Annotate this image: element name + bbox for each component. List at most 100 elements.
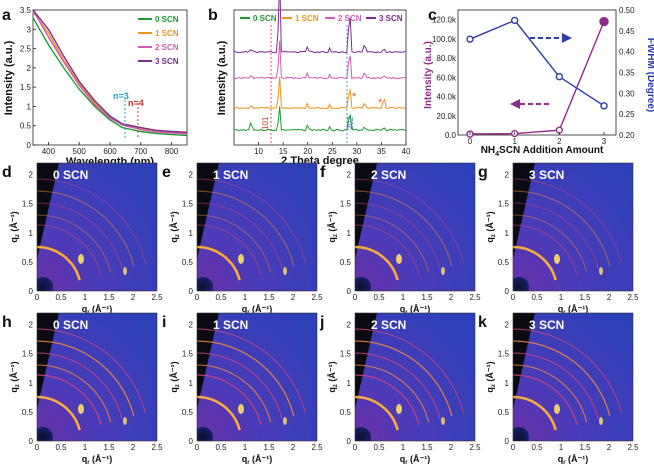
y2-tick-label: 0.45 — [619, 27, 635, 36]
qr-tick-label: 0.5 — [373, 443, 385, 452]
diffraction-ring — [197, 224, 262, 275]
beamstop — [37, 427, 53, 441]
legend-0: 0 SCN — [155, 15, 179, 24]
qz-sub: z — [491, 384, 497, 387]
diffraction-ring — [355, 364, 430, 423]
diffraction-ring — [197, 340, 295, 417]
qz-q: q — [327, 237, 337, 243]
qz-unit: (Å⁻¹) — [485, 211, 495, 234]
shadow-wedge — [355, 313, 377, 409]
qz-tick-label: 0.5 — [182, 408, 194, 417]
qr-tick-label: 2 — [131, 293, 136, 302]
detector-image — [197, 163, 317, 291]
qr-tick-label: 0 — [195, 443, 200, 452]
qr-tick-label: 2 — [131, 443, 136, 452]
qr-unit: (Å⁻¹) — [408, 304, 431, 314]
qz-tick-label: 1 — [505, 229, 510, 238]
qr-unit: (Å⁻¹) — [90, 304, 113, 314]
qz-tick-label: 0.5 — [22, 408, 34, 417]
diffraction-ring — [355, 214, 430, 273]
qr-axis-label: qr (Å⁻¹) — [400, 454, 431, 466]
qz-tick-label: 1 — [347, 229, 352, 238]
x-axis-label-c: NH4SCN Addition Amount — [481, 145, 604, 158]
qr-tick-label: 2 — [449, 443, 454, 452]
sample-label: 3 SCN — [529, 318, 564, 332]
detector-frame — [512, 312, 634, 442]
sample-label: 1 SCN — [213, 318, 248, 332]
x-tick-label: 700 — [134, 147, 148, 156]
qz-tick-label: 2 — [347, 321, 352, 330]
qr-unit: (Å⁻¹) — [408, 454, 431, 464]
qr-tick-label: 1 — [401, 293, 406, 302]
qz-axis-label: qz (Å⁻¹) — [9, 361, 21, 392]
qz-tick-label: 2 — [29, 171, 34, 180]
diffraction-ring — [197, 395, 241, 431]
qz-q: q — [327, 387, 337, 393]
x-label-c-prefix: NH — [481, 145, 495, 156]
qz-q: q — [9, 387, 19, 393]
diffraction-ring — [513, 364, 588, 423]
qz-tick-label: 0.5 — [182, 258, 194, 267]
qr-tick-label: 0 — [353, 443, 358, 452]
y-tick-label: 1.5 — [20, 83, 32, 92]
detector-image — [197, 313, 317, 441]
qz-tick-label: 1 — [189, 379, 194, 388]
qr-tick-label: 0.5 — [215, 443, 227, 452]
panel-label-c: c — [428, 7, 437, 24]
qr-tick-label: 2.5 — [311, 293, 323, 302]
legend-a: 0 SCN 1 SCN 2 SCN 3 SCN — [138, 15, 179, 66]
diffraction-ring — [355, 374, 420, 425]
impurity-star-1: * — [352, 91, 357, 103]
diffraction-ring — [197, 178, 306, 264]
absorbance-series — [32, 9, 188, 137]
x-tick-label: 40 — [402, 147, 411, 156]
qr-tick-label: 2 — [449, 293, 454, 302]
diffraction-ring — [37, 364, 112, 423]
series-3 — [32, 9, 188, 133]
qr-tick-label: 0.5 — [55, 293, 67, 302]
qr-sub: r — [87, 460, 90, 466]
qz-tick-label: 1.5 — [498, 350, 510, 359]
qr-q: q — [242, 304, 248, 314]
x-tick-label: 400 — [42, 147, 56, 156]
diffraction-ring — [37, 328, 146, 414]
peak-101-label: 101 — [261, 116, 270, 130]
qr-tick-label: 2 — [607, 443, 612, 452]
series-0 — [32, 17, 188, 137]
diffraction-ring — [37, 395, 81, 431]
qr-tick-label: 2.5 — [627, 293, 639, 302]
y-tick-label: 20.0k — [436, 112, 457, 121]
diffraction-ring — [355, 224, 420, 275]
qz-tick-label: 0.5 — [498, 258, 510, 267]
qr-q: q — [400, 304, 406, 314]
beamstop — [513, 277, 529, 291]
diffraction-ring — [197, 245, 241, 281]
series-2 — [32, 9, 188, 135]
qz-tick-label: 0.5 — [340, 408, 352, 417]
intensity-arrow-head — [510, 99, 520, 109]
bragg-spot — [396, 254, 402, 264]
legend-b-0: 0 SCN — [253, 14, 277, 23]
detector-image — [513, 163, 633, 291]
qz-tick-label: 0.5 — [498, 408, 510, 417]
qr-sub: r — [563, 460, 566, 466]
bragg-spot — [554, 254, 560, 264]
diffraction-ring — [355, 245, 399, 281]
x-label-c-suffix: SCN Addition Amount — [499, 145, 604, 156]
legend-b-3: 3 SCN — [379, 14, 403, 23]
qz-sub: z — [333, 384, 339, 387]
legend-2: 2 SCN — [155, 43, 179, 52]
n4-annotation: n=4 — [128, 98, 144, 108]
y2-tick-label: 0.40 — [619, 48, 635, 57]
point-fwhm — [510, 16, 519, 25]
diffraction-ring — [197, 214, 272, 273]
panel-c: c 0 1 2 3 0.0 20.0k 40.0k 60.0k 80.0k 100.0k 120.0… — [423, 6, 654, 158]
qr-sub: r — [405, 460, 408, 466]
x-tick-label: 500 — [73, 147, 87, 156]
legend-3: 3 SCN — [155, 57, 179, 66]
